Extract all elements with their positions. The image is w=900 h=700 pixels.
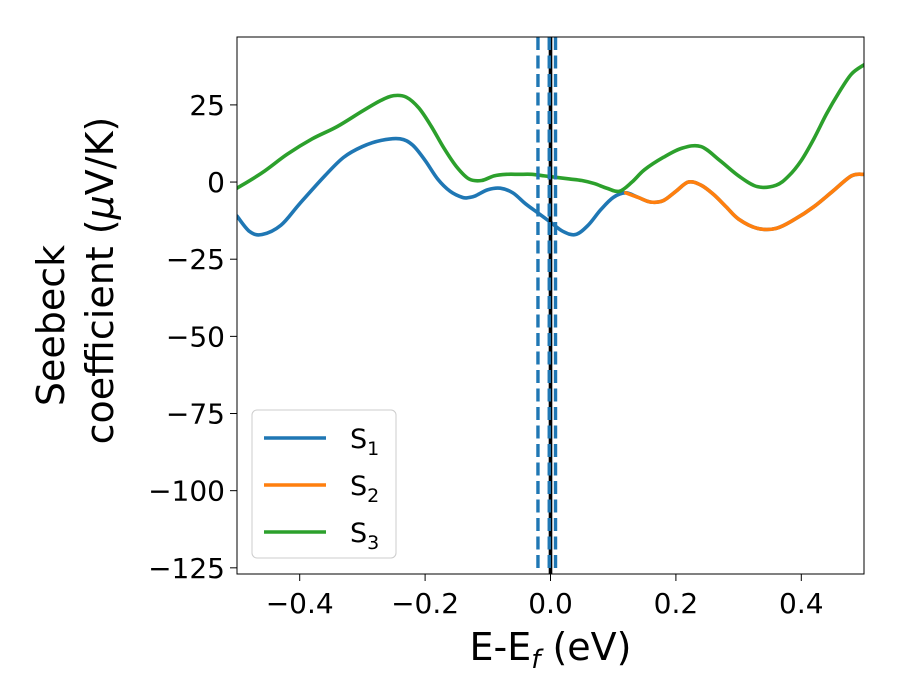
vertical-lines-layer [536,37,558,574]
y-axis-title-line1: Seebeck [29,245,73,406]
legend-entry-s1: S1 [264,424,379,460]
y-axis-title-line2-pre: coefficient ( [78,219,122,444]
x-axis-title: E-Ef (eV) [470,625,632,675]
legend-label: S1 [350,424,379,460]
legend-label: S3 [350,518,379,554]
legend-label: S2 [350,471,379,507]
y-tick-label: −75 [166,398,225,431]
y-axis-title-line2-post: V/K) [78,117,122,196]
x-axis-title-unit: (eV) [540,625,631,669]
x-tick-label: −0.2 [391,587,459,620]
x-tick-label: 0.0 [528,587,573,620]
y-axis-title-mu: μ [78,195,122,220]
y-tick-label: −50 [166,320,225,353]
legend: S1 S2 S3 [251,409,397,559]
series-line-s3 [237,62,864,194]
legend-entry-s3: S3 [264,518,379,554]
series-line-s2 [623,172,864,232]
x-tick-label: 0.2 [654,587,699,620]
y-axis-title-line2: coefficient (μV/K) [78,117,122,445]
y-axis-ticks: 25 0 −25 −50 −75 −100 −125 [148,89,237,585]
legend-entry-s2: S2 [264,471,379,507]
y-tick-label: 25 [189,89,225,122]
y-tick-label: 0 [207,166,225,199]
x-tick-label: 0.4 [779,587,824,620]
y-tick-label: −25 [166,243,225,276]
x-axis-ticks: −0.4 −0.2 0.0 0.2 0.4 [266,574,824,620]
y-tick-label: −125 [148,552,225,585]
x-axis-title-main: E-E [470,625,532,669]
y-tick-label: −100 [148,475,225,508]
x-tick-label: −0.4 [266,587,334,620]
y-axis-title: Seebeck coefficient (μV/K) [29,117,122,445]
